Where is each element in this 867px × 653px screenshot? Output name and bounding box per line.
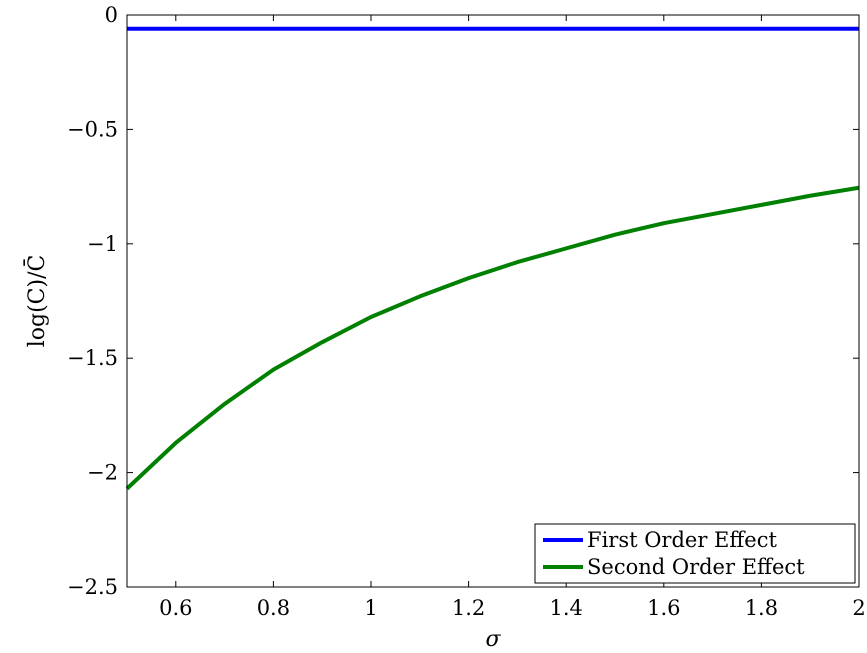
y-tick-label: −1.5 — [67, 346, 118, 370]
x-tick-label: 0.6 — [159, 596, 192, 620]
series-layer — [125, 26, 860, 491]
x-tick-label: 1.2 — [452, 596, 485, 620]
y-tick-label: −1 — [87, 232, 118, 256]
y-axis-label: log(C)/C̄ — [23, 255, 50, 348]
plot-frame — [126, 14, 860, 588]
y-tick-label: −2.5 — [67, 575, 118, 599]
x-tick-label: 2 — [852, 596, 865, 620]
x-tick-label: 0.8 — [257, 596, 290, 620]
y-tick-label: −2 — [87, 461, 118, 485]
y-tick-label: 0 — [105, 3, 118, 27]
legend-label-second-order: Second Order Effect — [587, 555, 805, 579]
legend: First Order Effect Second Order Effect — [534, 523, 856, 584]
x-tick-label: 1.6 — [647, 596, 680, 620]
x-tick-label: 1 — [364, 596, 377, 620]
ticks-layer: 0.6 0.8 1 1.2 1.4 1.6 1.8 2 0 −0.5 −1 −1.5 −2 −2.5 — [67, 3, 866, 620]
x-tick-label: 1.8 — [745, 596, 778, 620]
series-line-second-order — [125, 185, 860, 491]
x-tick-label: 1.4 — [549, 596, 582, 620]
y-tick-label: −0.5 — [67, 117, 118, 141]
legend-box — [534, 523, 856, 584]
x-axis-label: σ — [485, 627, 501, 652]
legend-label-first-order: First Order Effect — [587, 528, 777, 552]
